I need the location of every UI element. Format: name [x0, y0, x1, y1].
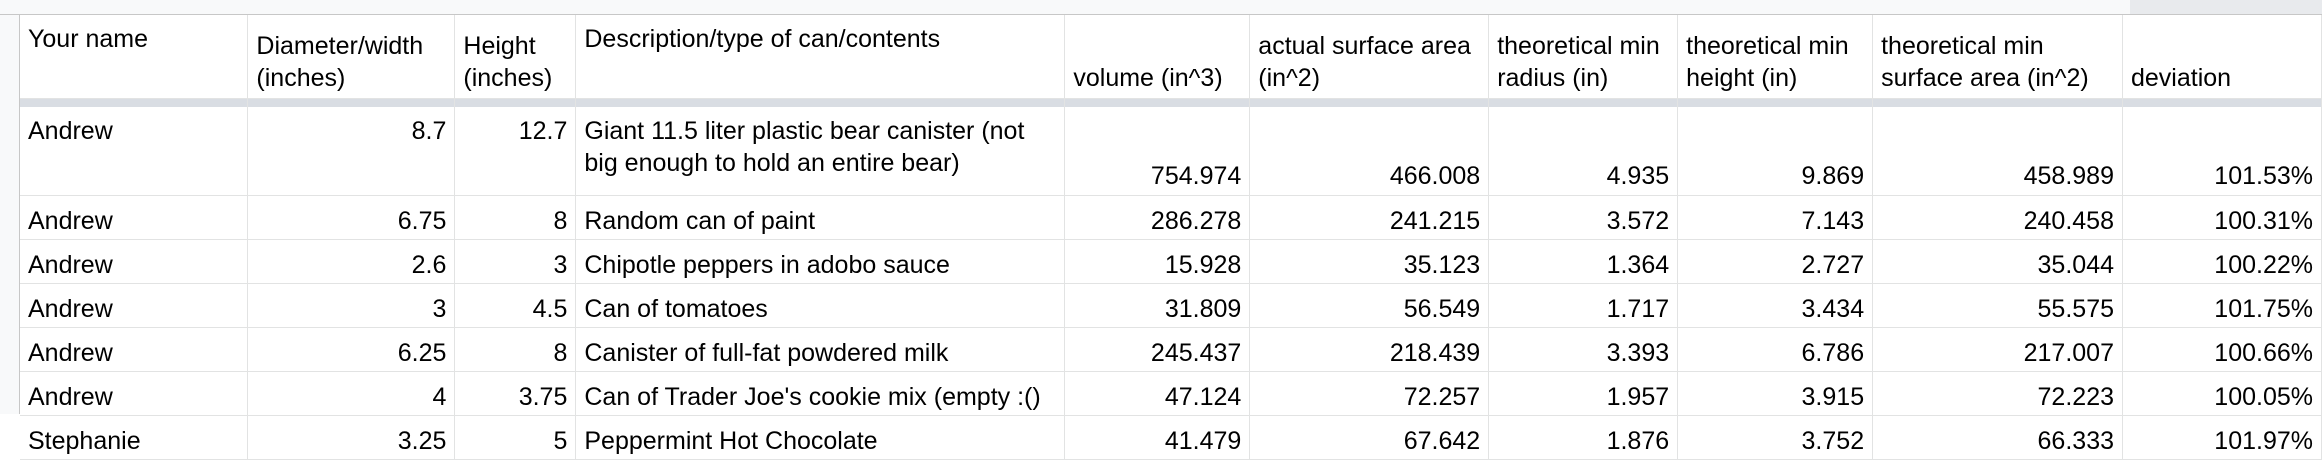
cell-height[interactable]: 3: [454, 239, 577, 284]
cell-min-area[interactable]: 66.333: [1872, 415, 2123, 460]
cell-min-height[interactable]: 9.869: [1677, 107, 1874, 196]
cell-diameter[interactable]: 3: [247, 283, 456, 328]
table-row: Andrew 3 4.5 Can of tomatoes 31.809 56.5…: [20, 283, 2322, 328]
cell-min-radius[interactable]: 3.393: [1488, 327, 1679, 372]
cell-diameter[interactable]: 6.25: [247, 327, 456, 372]
cell-name[interactable]: Stephanie: [20, 415, 249, 460]
cell-height[interactable]: 12.7: [454, 107, 577, 196]
cell-min-height[interactable]: 7.143: [1677, 195, 1874, 240]
cell-min-radius[interactable]: 1.957: [1488, 371, 1679, 416]
cell-description[interactable]: Giant 11.5 liter plastic bear canister (…: [575, 107, 1066, 196]
cell-deviation[interactable]: 101.97%: [2122, 415, 2322, 460]
table-row: Andrew 6.25 8 Canister of full-fat powde…: [20, 327, 2322, 372]
header-row: Your name Diameter/width (inches) Height…: [20, 15, 2322, 99]
cell-height[interactable]: 3.75: [454, 371, 577, 416]
cell-name[interactable]: Andrew: [20, 107, 249, 196]
cell-min-area[interactable]: 240.458: [1872, 195, 2123, 240]
table-row: Andrew 4 3.75 Can of Trader Joe's cookie…: [20, 371, 2322, 416]
cell-volume[interactable]: 245.437: [1064, 327, 1251, 372]
cell-diameter[interactable]: 8.7: [247, 107, 456, 196]
cell-description[interactable]: Chipotle peppers in adobo sauce: [575, 239, 1066, 284]
cell-name[interactable]: Andrew: [20, 327, 249, 372]
cell-min-area[interactable]: 35.044: [1872, 239, 2123, 284]
header-cell[interactable]: actual surface area (in^2): [1249, 15, 1490, 99]
cell-height[interactable]: 4.5: [454, 283, 577, 328]
header-cell[interactable]: Height (inches): [454, 15, 577, 99]
cell-actual-area[interactable]: 72.257: [1249, 371, 1490, 416]
cell-deviation[interactable]: 101.75%: [2122, 283, 2322, 328]
cell-deviation[interactable]: 100.22%: [2122, 239, 2322, 284]
cell-description[interactable]: Can of Trader Joe's cookie mix (empty :(…: [575, 371, 1066, 416]
cell-diameter[interactable]: 2.6: [247, 239, 456, 284]
freeze-divider[interactable]: [20, 98, 2322, 107]
selected-column-header[interactable]: [2130, 0, 2322, 14]
cell-min-height[interactable]: 2.727: [1677, 239, 1874, 284]
row-header-strip[interactable]: [0, 15, 20, 414]
cell-min-radius[interactable]: 4.935: [1488, 107, 1679, 196]
cell-volume[interactable]: 754.974: [1064, 107, 1251, 196]
cell-min-area[interactable]: 72.223: [1872, 371, 2123, 416]
cell-actual-area[interactable]: 35.123: [1249, 239, 1490, 284]
cell-height[interactable]: 5: [454, 415, 577, 460]
cell-description[interactable]: Can of tomatoes: [575, 283, 1066, 328]
header-cell[interactable]: deviation: [2122, 15, 2322, 99]
cell-volume[interactable]: 286.278: [1064, 195, 1251, 240]
cell-min-area[interactable]: 55.575: [1872, 283, 2123, 328]
header-cell[interactable]: theoretical min radius (in): [1488, 15, 1679, 99]
header-cell[interactable]: theoretical min surface area (in^2): [1872, 15, 2123, 99]
table-row: Andrew 6.75 8 Random can of paint 286.27…: [20, 195, 2322, 240]
cell-height[interactable]: 8: [454, 195, 577, 240]
table-row: Andrew 2.6 3 Chipotle peppers in adobo s…: [20, 239, 2322, 284]
cell-min-height[interactable]: 3.915: [1677, 371, 1874, 416]
cell-min-radius[interactable]: 3.572: [1488, 195, 1679, 240]
header-cell[interactable]: theoretical min height (in): [1677, 15, 1874, 99]
cell-description[interactable]: Random can of paint: [575, 195, 1066, 240]
cell-min-area[interactable]: 217.007: [1872, 327, 2123, 372]
cell-min-radius[interactable]: 1.717: [1488, 283, 1679, 328]
cell-min-area[interactable]: 458.989: [1872, 107, 2123, 196]
cell-name[interactable]: Andrew: [20, 239, 249, 284]
cell-min-radius[interactable]: 1.876: [1488, 415, 1679, 460]
header-cell[interactable]: Description/type of can/contents: [575, 15, 1066, 99]
cell-deviation[interactable]: 101.53%: [2122, 107, 2322, 196]
cell-actual-area[interactable]: 56.549: [1249, 283, 1490, 328]
cell-name[interactable]: Andrew: [20, 195, 249, 240]
header-cell[interactable]: volume (in^3): [1064, 15, 1251, 99]
header-cell[interactable]: Diameter/width (inches): [247, 15, 456, 99]
cell-deviation[interactable]: 100.31%: [2122, 195, 2322, 240]
column-header-strip[interactable]: [0, 0, 2322, 15]
cell-min-height[interactable]: 3.434: [1677, 283, 1874, 328]
cell-name[interactable]: Andrew: [20, 371, 249, 416]
cell-volume[interactable]: 15.928: [1064, 239, 1251, 284]
cell-name[interactable]: Andrew: [20, 283, 249, 328]
data-table: Your name Diameter/width (inches) Height…: [20, 15, 2322, 460]
cell-min-radius[interactable]: 1.364: [1488, 239, 1679, 284]
table-row: Andrew 8.7 12.7 Giant 11.5 liter plastic…: [20, 107, 2322, 196]
cell-diameter[interactable]: 3.25: [247, 415, 456, 460]
cell-diameter[interactable]: 6.75: [247, 195, 456, 240]
cell-volume[interactable]: 31.809: [1064, 283, 1251, 328]
cell-actual-area[interactable]: 218.439: [1249, 327, 1490, 372]
cell-deviation[interactable]: 100.05%: [2122, 371, 2322, 416]
cell-actual-area[interactable]: 241.215: [1249, 195, 1490, 240]
cell-description[interactable]: Canister of full-fat powdered milk: [575, 327, 1066, 372]
cell-min-height[interactable]: 3.752: [1677, 415, 1874, 460]
cell-diameter[interactable]: 4: [247, 371, 456, 416]
cell-description[interactable]: Peppermint Hot Chocolate: [575, 415, 1066, 460]
cell-height[interactable]: 8: [454, 327, 577, 372]
cell-actual-area[interactable]: 466.008: [1249, 107, 1490, 196]
table-row: Stephanie 3.25 5 Peppermint Hot Chocolat…: [20, 415, 2322, 460]
cell-volume[interactable]: 41.479: [1064, 415, 1251, 460]
cell-deviation[interactable]: 100.66%: [2122, 327, 2322, 372]
cell-min-height[interactable]: 6.786: [1677, 327, 1874, 372]
header-cell[interactable]: Your name: [20, 15, 249, 99]
cell-actual-area[interactable]: 67.642: [1249, 415, 1490, 460]
cell-volume[interactable]: 47.124: [1064, 371, 1251, 416]
